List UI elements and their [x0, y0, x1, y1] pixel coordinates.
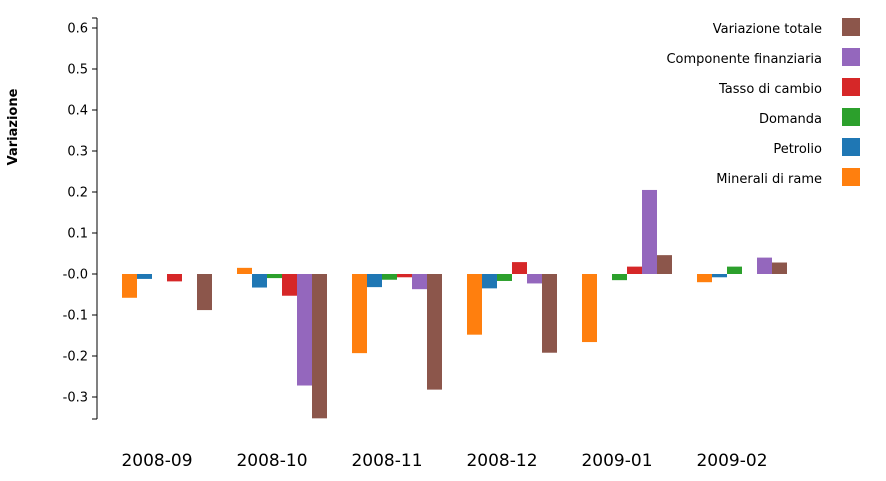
bar [412, 274, 427, 290]
bar [122, 274, 137, 298]
legend: Variazione totale Componente finanziaria T… [666, 18, 860, 187]
legend-label: Componente finanziaria [666, 52, 822, 67]
bar [367, 274, 382, 288]
y-tick-label: 0.4 [67, 104, 88, 119]
y-tick-label: -0.2 [63, 350, 88, 365]
bar [167, 274, 182, 282]
y-axis: 0.6 0.5 0.4 0.3 0.2 0.1 -0.0 -0.1 -0.2 -0.3 [63, 17, 98, 420]
legend-label: Tasso di cambio [718, 82, 822, 97]
x-tick-label: 2008-10 [236, 451, 307, 471]
legend-label: Variazione totale [713, 22, 822, 37]
bar [757, 257, 772, 274]
bar [382, 274, 397, 280]
legend-swatch [842, 78, 860, 96]
bar [512, 262, 527, 274]
legend-swatch [842, 168, 860, 186]
bar [297, 274, 312, 386]
bar [772, 262, 787, 274]
legend-label: Minerali di rame [716, 172, 822, 187]
y-tick-label: 0.2 [67, 186, 88, 201]
bar [427, 274, 442, 390]
bar [582, 274, 597, 343]
x-tick-label: 2009-02 [696, 451, 767, 471]
bar [497, 274, 512, 281]
bar [697, 274, 712, 283]
legend-swatch [842, 48, 860, 66]
y-tick-label: -0.1 [63, 309, 88, 324]
bar [712, 274, 727, 278]
y-tick-label: 0.6 [67, 22, 88, 37]
bar [137, 274, 152, 279]
bar [352, 274, 367, 354]
x-axis-labels: 2008-09 2008-10 2008-11 2008-12 2009-01 2009-… [121, 451, 767, 471]
bar [237, 267, 252, 274]
legend-swatch [842, 108, 860, 126]
x-tick-label: 2008-12 [466, 451, 537, 471]
bars-group [122, 189, 787, 419]
bar [197, 274, 212, 311]
bar [657, 255, 672, 274]
y-tick-label: 0.5 [67, 63, 88, 78]
bar [542, 274, 557, 353]
bar [312, 274, 327, 419]
bar [252, 274, 267, 288]
legend-swatch [842, 138, 860, 156]
y-tick-label: -0.0 [63, 268, 88, 283]
bar [397, 274, 412, 278]
x-tick-label: 2008-09 [121, 451, 192, 471]
bar [482, 274, 497, 289]
x-tick-label: 2008-11 [351, 451, 422, 471]
bar [627, 266, 642, 274]
legend-label: Domanda [759, 112, 822, 127]
bar [267, 274, 282, 279]
y-tick-label: -0.3 [63, 391, 88, 406]
bar [727, 266, 742, 274]
legend-swatch [842, 18, 860, 36]
bar [612, 274, 627, 281]
bar [282, 274, 297, 296]
bar [527, 274, 542, 284]
bar [467, 274, 482, 335]
bar [642, 189, 657, 274]
x-tick-label: 2009-01 [581, 451, 652, 471]
y-tick-label: 0.1 [67, 227, 88, 242]
legend-label: Petrolio [773, 142, 822, 157]
y-tick-label: 0.3 [67, 145, 88, 160]
y-axis-label: Variazione [6, 88, 21, 165]
